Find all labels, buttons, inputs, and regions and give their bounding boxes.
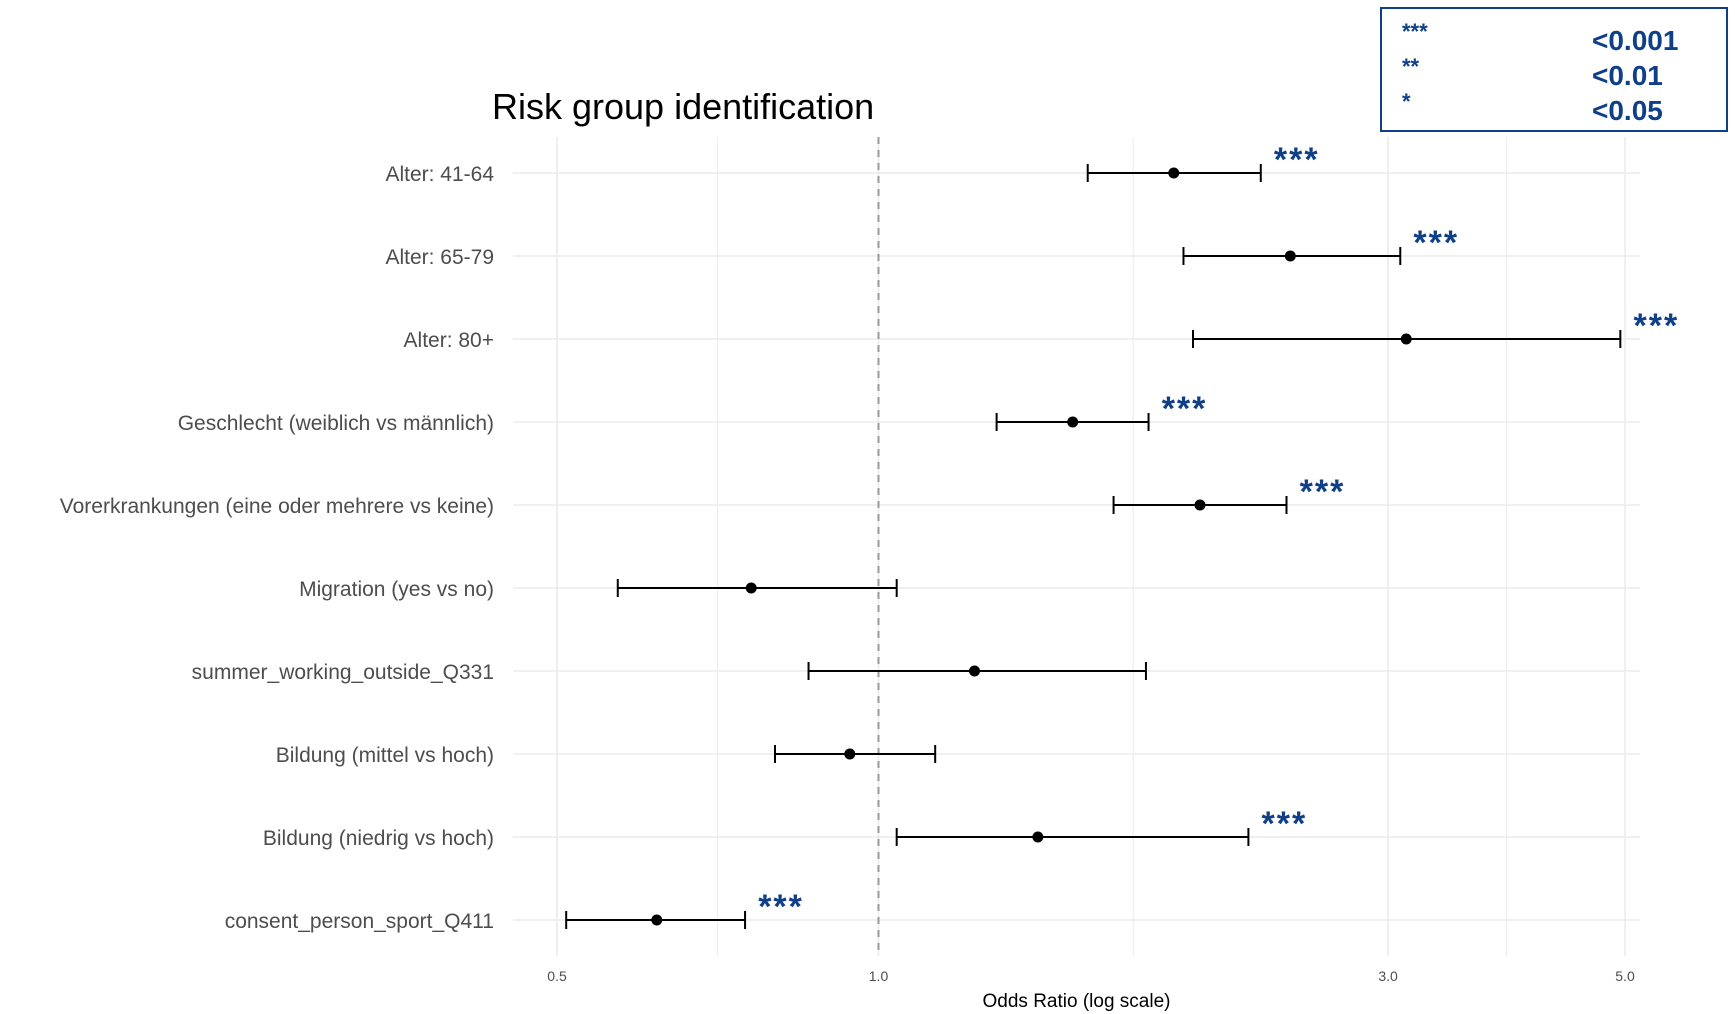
significance-stars: *** <box>1262 805 1308 843</box>
chart-title: Risk group identification <box>492 86 875 127</box>
significance-stars: *** <box>1162 390 1208 428</box>
x-tick-label: 5.0 <box>1615 968 1635 984</box>
point-estimate <box>1168 167 1180 179</box>
significance-stars: *** <box>1300 473 1346 511</box>
x-tick-label: 0.5 <box>547 968 567 984</box>
point-estimate <box>844 748 856 760</box>
significance-legend: *** <0.001 ** <0.01 * <0.05 <box>1380 7 1728 132</box>
significance-mark: *** <box>1402 19 1428 44</box>
significance-stars: *** <box>1274 141 1320 179</box>
x-axis: 0.5 1.0 3.0 5.0 Odds Ratio (log scale) <box>547 968 1635 1012</box>
row-label: Alter: 65-79 <box>385 246 494 269</box>
row-label: Bildung (mittel vs hoch) <box>276 744 494 767</box>
significance-threshold: <0.05 <box>1592 95 1663 126</box>
point-estimate <box>651 914 663 926</box>
point-estimate <box>1067 416 1079 428</box>
significance-stars: *** <box>1413 224 1459 262</box>
grid-lines <box>513 137 1640 956</box>
row-label: Alter: 80+ <box>404 329 494 352</box>
point-estimate <box>745 582 757 594</box>
x-tick-label: 3.0 <box>1378 968 1398 984</box>
row-label: consent_person_sport_Q411 <box>225 910 494 933</box>
significance-legend-row: *** <0.001 <box>1382 19 1726 56</box>
point-estimate <box>969 665 981 677</box>
point-estimate <box>1284 250 1296 262</box>
significance-legend-row: ** <0.01 <box>1382 54 1726 91</box>
point-estimate <box>1032 831 1044 843</box>
significance-threshold: <0.001 <box>1592 25 1679 56</box>
row-label: Alter: 41-64 <box>385 163 494 186</box>
point-estimate <box>1194 499 1206 511</box>
row-label: Geschlecht (weiblich vs männlich) <box>178 412 494 435</box>
point-estimate <box>1400 333 1412 345</box>
significance-mark: * <box>1402 89 1411 114</box>
significance-mark: ** <box>1402 54 1420 79</box>
significance-threshold: <0.01 <box>1592 60 1663 91</box>
row-label: Bildung (niedrig vs hoch) <box>263 827 494 850</box>
row-label: summer_working_outside_Q331 <box>192 661 494 684</box>
x-axis-title: Odds Ratio (log scale) <box>983 991 1171 1012</box>
significance-stars: *** <box>758 888 804 926</box>
x-tick-label: 1.0 <box>869 968 889 984</box>
row-label: Migration (yes vs no) <box>299 578 494 601</box>
rows-group: Alter: 41-64 *** Alter: 65-79 *** Alter: 80+… <box>60 141 1679 933</box>
significance-stars: *** <box>1633 307 1679 345</box>
row-label: Vorerkrankungen (eine oder mehrere vs ke… <box>60 495 494 518</box>
significance-legend-row: * <0.05 <box>1382 89 1726 126</box>
